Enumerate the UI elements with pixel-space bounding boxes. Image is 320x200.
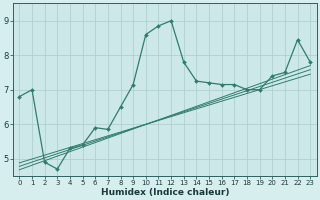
X-axis label: Humidex (Indice chaleur): Humidex (Indice chaleur) [100,188,229,197]
